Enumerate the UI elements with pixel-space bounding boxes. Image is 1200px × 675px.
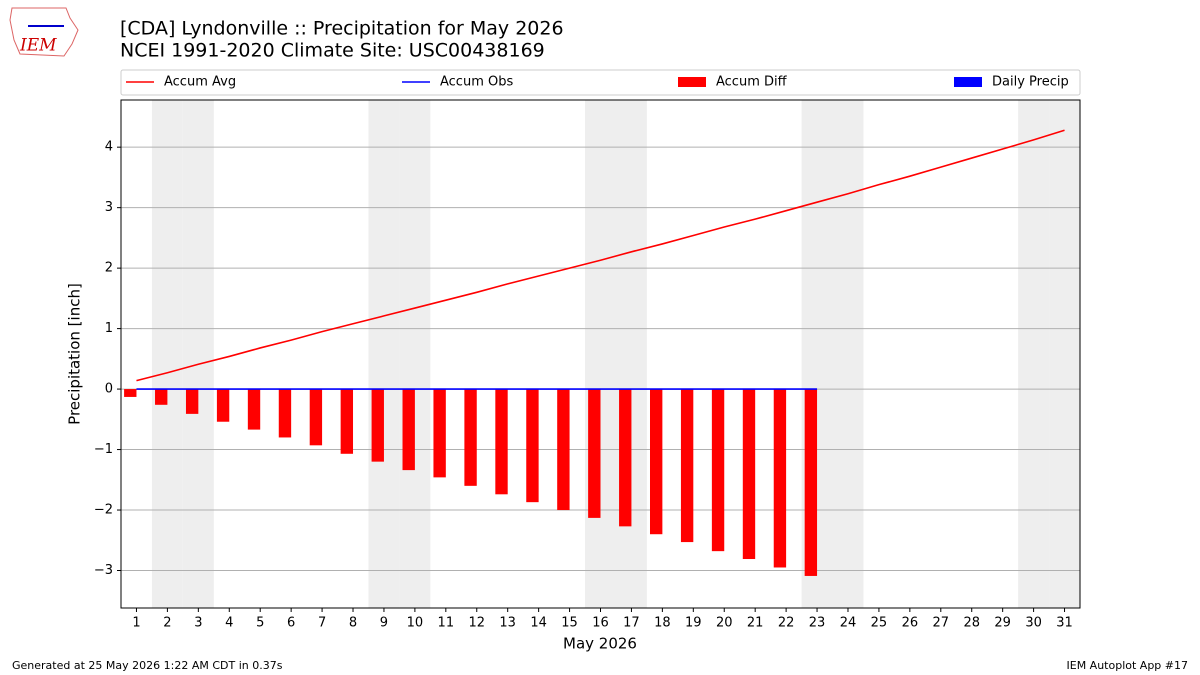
x-tick-label: 19 — [685, 616, 702, 631]
weekend-shade — [399, 100, 431, 608]
x-tick-label: 7 — [318, 616, 326, 631]
x-tick-label: 26 — [902, 616, 919, 631]
y-tick-label: 4 — [105, 140, 113, 155]
weekend-shade — [368, 100, 400, 608]
bar — [773, 389, 787, 568]
x-tick-label: 9 — [380, 616, 388, 631]
weekend-shade — [1018, 100, 1050, 608]
weekend-shade — [832, 100, 864, 608]
x-tick-label: 2 — [163, 616, 171, 631]
weekend-shade — [585, 100, 616, 608]
bar — [495, 389, 508, 495]
x-tick-label: 24 — [840, 616, 857, 631]
bar — [185, 389, 199, 414]
bar — [557, 389, 570, 511]
bar — [619, 389, 632, 527]
y-tick-label: 3 — [105, 200, 113, 215]
bar — [526, 389, 539, 503]
weekend-shade — [615, 100, 647, 608]
x-tick-label: 12 — [468, 616, 485, 631]
bar — [247, 389, 261, 430]
bar — [464, 389, 477, 486]
x-tick-label: 17 — [623, 616, 640, 631]
x-tick-label: 23 — [809, 616, 826, 631]
x-tick-label: 20 — [716, 616, 733, 631]
legend-label: Daily Precip — [992, 75, 1069, 90]
legend-swatch — [678, 77, 706, 87]
y-tick-label: −2 — [94, 503, 113, 518]
legend-box — [120, 69, 1081, 96]
weekend-shade — [151, 100, 183, 608]
legend-label: Accum Diff — [716, 75, 788, 90]
footer-left: Generated at 25 May 2026 1:22 AM CDT in … — [12, 659, 283, 672]
x-tick-label: 3 — [194, 616, 202, 631]
y-tick-label: 2 — [105, 261, 113, 276]
x-tick-label: 8 — [349, 616, 357, 631]
x-tick-label: 16 — [592, 616, 609, 631]
bar — [402, 389, 415, 471]
x-tick-label: 31 — [1056, 616, 1073, 631]
x-tick-label: 6 — [287, 616, 295, 631]
bar — [371, 389, 384, 462]
weekend-shade — [1049, 100, 1080, 608]
footer-right: IEM Autoplot App #17 — [1067, 659, 1189, 672]
logo: IEM — [9, 7, 79, 57]
legend-label: Accum Obs — [440, 75, 513, 90]
x-axis-label: May 2026 — [563, 635, 637, 653]
x-tick-label: 18 — [654, 616, 671, 631]
bar — [649, 389, 663, 535]
x-tick-label: 5 — [256, 616, 264, 631]
x-tick-label: 21 — [747, 616, 764, 631]
logo-text: IEM — [19, 36, 57, 56]
bar — [588, 389, 601, 518]
line — [136, 129, 1065, 382]
x-tick-label: 1 — [132, 616, 140, 631]
bar — [433, 389, 446, 478]
plot-frame — [120, 99, 1081, 609]
logo-outline — [9, 7, 79, 57]
x-tick-label: 14 — [530, 616, 547, 631]
x-tick-label: 30 — [1025, 616, 1042, 631]
x-tick-label: 28 — [963, 616, 980, 631]
bar — [711, 389, 725, 552]
y-tick-label: −3 — [94, 563, 113, 578]
weekend-shade — [182, 100, 214, 608]
x-tick-label: 11 — [438, 616, 455, 631]
x-tick-label: 13 — [499, 616, 516, 631]
bar — [340, 389, 354, 454]
bar — [804, 389, 818, 576]
bar — [680, 389, 694, 543]
bar — [124, 389, 137, 397]
y-tick-label: 0 — [105, 382, 113, 397]
legend-swatch — [954, 77, 982, 87]
legend-label: Accum Avg — [164, 75, 236, 90]
chart-title: [CDA] Lyndonville :: Precipitation for M… — [120, 18, 564, 40]
bar — [278, 389, 292, 438]
bar — [742, 389, 756, 560]
x-tick-label: 15 — [561, 616, 578, 631]
x-tick-label: 22 — [778, 616, 795, 631]
x-tick-label: 25 — [871, 616, 888, 631]
bar — [309, 389, 323, 446]
y-tick-label: −1 — [94, 442, 113, 457]
x-tick-label: 10 — [407, 616, 424, 631]
bar — [216, 389, 230, 422]
x-tick-label: 4 — [225, 616, 233, 631]
x-tick-label: 29 — [994, 616, 1011, 631]
chart-subtitle: NCEI 1991-2020 Climate Site: USC00438169 — [120, 40, 545, 62]
y-tick-label: 1 — [105, 321, 113, 336]
y-axis-label: Precipitation [inch] — [66, 283, 84, 425]
bar — [155, 389, 168, 405]
x-tick-label: 27 — [933, 616, 950, 631]
